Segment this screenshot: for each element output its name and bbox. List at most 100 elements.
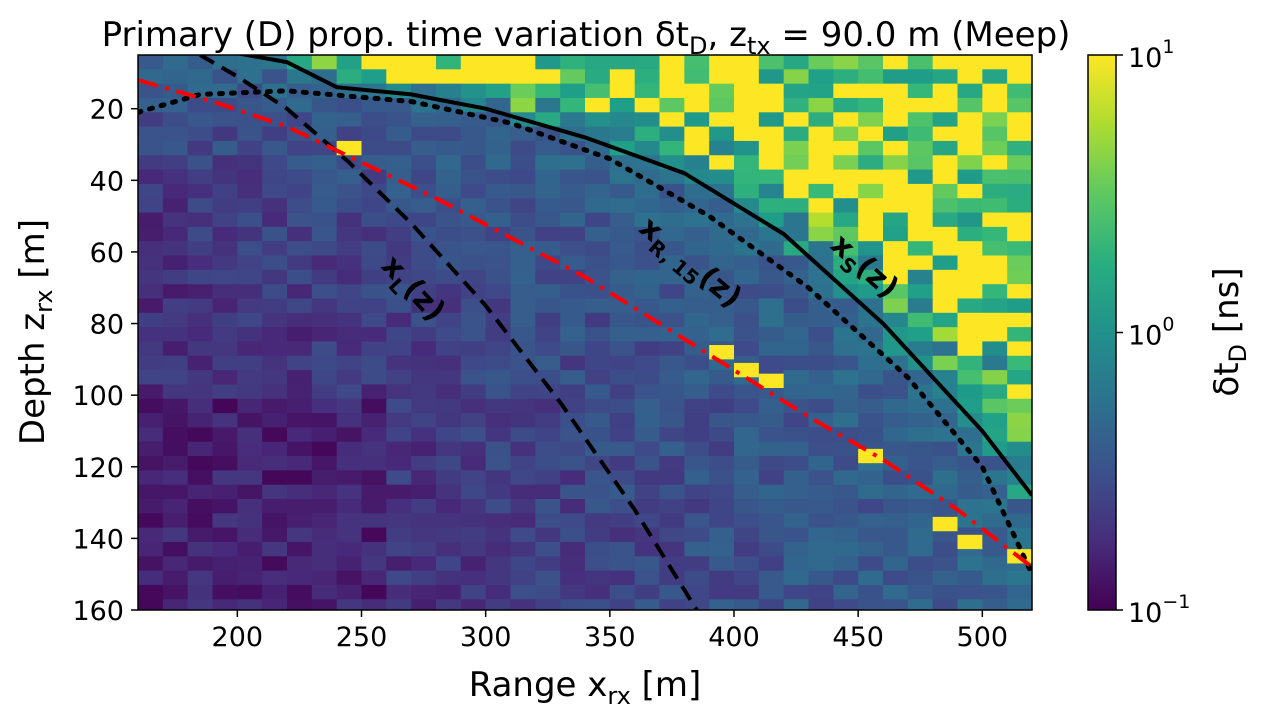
heatmap-cell <box>212 398 238 414</box>
heatmap-cell <box>485 241 512 257</box>
heatmap-cell <box>262 584 288 600</box>
heatmap-cell <box>883 126 909 142</box>
heatmap-cell <box>634 384 661 400</box>
heatmap-cell <box>659 255 685 271</box>
heatmap-cell <box>609 112 636 128</box>
heatmap-cell <box>808 183 834 199</box>
heatmap-cell <box>162 413 189 428</box>
heatmap-cell <box>187 284 214 300</box>
heatmap-cell <box>609 327 636 343</box>
heatmap-cell <box>982 269 1008 285</box>
heatmap-cell <box>833 584 859 600</box>
heatmap-cell <box>560 499 586 514</box>
heatmap-cell <box>858 556 884 572</box>
heatmap-cell <box>287 327 313 343</box>
heatmap-cell <box>510 312 536 328</box>
heatmap-cell <box>436 499 462 514</box>
heatmap-cell <box>212 341 238 357</box>
heatmap-cell <box>634 570 661 586</box>
heatmap-cell <box>833 470 859 486</box>
heatmap-cell <box>957 341 983 357</box>
heatmap-cell <box>957 427 983 443</box>
heatmap-cell <box>411 427 437 443</box>
heatmap-cell <box>336 441 363 457</box>
heatmap-cell <box>361 355 387 371</box>
heatmap-cell <box>336 126 363 142</box>
heatmap-cell <box>485 427 512 443</box>
heatmap-cell <box>510 69 536 85</box>
heatmap-cell <box>436 584 462 600</box>
heatmap-cell <box>187 198 214 214</box>
heatmap-cell <box>436 541 462 557</box>
heatmap-cell <box>659 183 685 199</box>
heatmap-cell <box>659 169 685 185</box>
heatmap-cell <box>411 570 437 586</box>
heatmap-cell <box>162 570 189 586</box>
heatmap-cell <box>734 398 760 414</box>
heatmap-cell <box>709 83 735 99</box>
heatmap-cell <box>336 241 363 257</box>
heatmap-cell <box>833 183 859 199</box>
heatmap-cell <box>783 126 810 142</box>
heatmap-cell <box>212 241 238 257</box>
heatmap-cell <box>659 355 685 371</box>
heatmap-cell <box>883 570 909 586</box>
heatmap-cell <box>957 183 983 199</box>
heatmap-cell <box>734 69 760 85</box>
heatmap-cell <box>436 355 462 371</box>
heatmap-cell <box>336 570 363 586</box>
heatmap-cell <box>833 398 859 414</box>
heatmap-cell <box>138 269 164 285</box>
heatmap-cell <box>659 298 685 314</box>
heatmap-cell <box>386 97 412 113</box>
heatmap-cell <box>585 198 611 214</box>
heatmap-cell <box>510 484 536 500</box>
heatmap-cell <box>361 427 387 443</box>
heatmap-cell <box>510 427 536 443</box>
heatmap-cell <box>833 198 859 214</box>
heatmap-cell <box>684 413 710 428</box>
heatmap-cell <box>460 470 487 486</box>
y-tick-label: 40 <box>90 166 124 197</box>
heatmap-cell <box>138 456 164 471</box>
heatmap-cell <box>833 355 859 371</box>
heatmap-cell <box>237 241 263 257</box>
heatmap-cell <box>932 341 959 357</box>
heatmap-cell <box>237 584 263 600</box>
heatmap-cell <box>957 327 983 343</box>
heatmap-cell <box>709 370 735 386</box>
heatmap-cell <box>138 55 164 70</box>
heatmap-cell <box>187 499 214 514</box>
heatmap-cell <box>535 226 561 242</box>
heatmap-cell <box>162 470 189 486</box>
heatmap-cell <box>758 97 785 113</box>
heatmap-cell <box>1007 226 1032 242</box>
heatmap-cell <box>237 570 263 586</box>
heatmap-cell <box>386 599 412 610</box>
heatmap-cell <box>212 484 238 500</box>
heatmap-cell <box>287 169 313 185</box>
heatmap-cell <box>609 398 636 414</box>
heatmap-cell <box>858 527 884 543</box>
heatmap-cell <box>187 255 214 271</box>
heatmap-cell <box>262 312 288 328</box>
heatmap-cell <box>187 212 214 228</box>
heatmap-cell <box>237 441 263 457</box>
heatmap-cell <box>758 183 785 199</box>
heatmap-cell <box>982 298 1008 314</box>
heatmap-cell <box>808 140 834 156</box>
heatmap-cell <box>510 370 536 386</box>
heatmap-cell <box>485 398 512 414</box>
heatmap-cell <box>585 284 611 300</box>
heatmap-cell <box>858 599 884 610</box>
heatmap-cell <box>311 69 338 85</box>
heatmap-cell <box>734 169 760 185</box>
heatmap-cell <box>411 255 437 271</box>
heatmap-cell <box>709 327 735 343</box>
heatmap-cell <box>162 441 189 457</box>
heatmap-cell <box>535 69 561 85</box>
heatmap-cell <box>858 183 884 199</box>
heatmap-cell <box>386 298 412 314</box>
heatmap-cell <box>138 398 164 414</box>
heatmap-cell <box>436 327 462 343</box>
